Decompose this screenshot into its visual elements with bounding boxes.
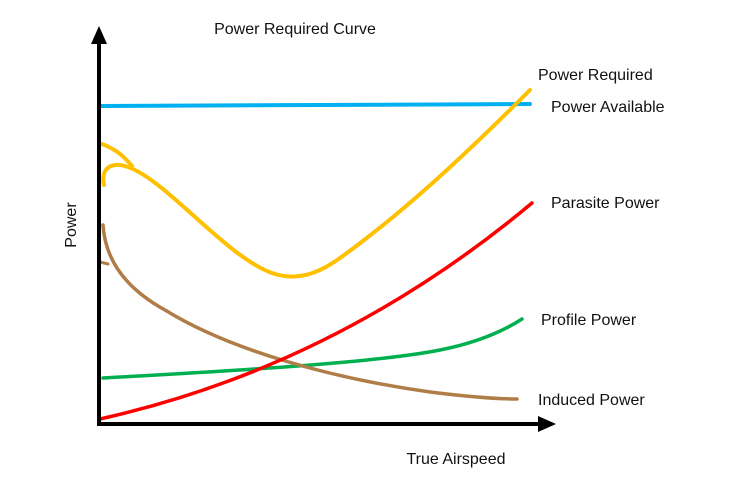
power-required-curve: [101, 88, 532, 279]
y-axis-arrowhead: [91, 26, 107, 44]
power-required-stub: [100, 142, 134, 168]
parasite-power-curve: [98, 201, 534, 421]
label-profile-power: Profile Power: [541, 312, 637, 329]
power-available-curve: [98, 102, 532, 108]
x-axis-label: True Airspeed: [406, 451, 505, 468]
induced-power-curve: [101, 223, 519, 401]
profile-power-curve: [101, 317, 524, 380]
label-power-available: Power Available: [551, 99, 665, 116]
x-axis-arrowhead: [538, 416, 556, 432]
label-induced-power: Induced Power: [538, 392, 645, 409]
y-axis-label: Power: [63, 202, 80, 248]
diagram-title: Power Required Curve: [214, 21, 376, 38]
label-parasite-power: Parasite Power: [551, 195, 660, 212]
label-power-required: Power Required: [538, 67, 653, 84]
induced-power-stub: [98, 260, 110, 266]
